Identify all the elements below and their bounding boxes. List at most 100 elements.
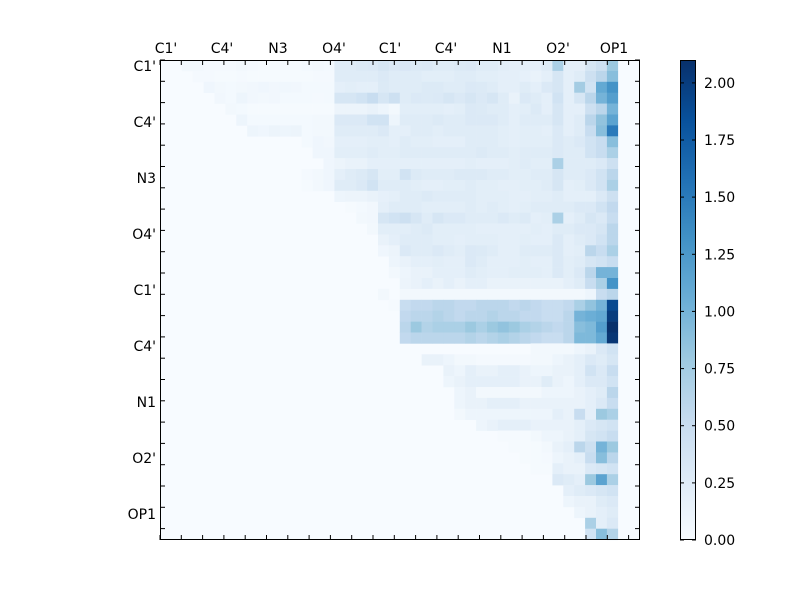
heatmap-cells	[181, 60, 619, 541]
heatmap-cell	[606, 332, 619, 344]
heatmap-cell	[356, 103, 368, 115]
heatmap-cell	[421, 190, 433, 202]
heatmap-cell	[596, 103, 608, 115]
heatmap-cell	[563, 114, 575, 126]
heatmap-cell	[574, 158, 586, 170]
heatmap-cell	[432, 92, 444, 104]
heatmap-cell	[443, 114, 455, 126]
heatmap-cell	[312, 179, 324, 192]
heatmap-cell	[541, 397, 553, 410]
heatmap-cell	[552, 234, 564, 246]
heatmap-cell	[443, 179, 455, 192]
heatmap-cell	[519, 419, 531, 431]
y-tick-label: OP1	[128, 507, 156, 523]
heatmap-cell	[421, 169, 433, 181]
heatmap-cell	[454, 60, 466, 72]
heatmap-cell	[487, 212, 499, 224]
heatmap-cell	[454, 125, 466, 137]
heatmap-cell	[290, 70, 302, 83]
heatmap-cell	[541, 365, 553, 377]
heatmap-cell	[563, 81, 575, 93]
heatmap-cell	[606, 60, 619, 72]
heatmap-cell	[432, 212, 444, 224]
heatmap-cell	[585, 485, 597, 497]
colorbar-frame	[680, 60, 696, 540]
heatmap-cell	[432, 321, 444, 333]
heatmap-cell	[388, 81, 401, 93]
heatmap-cell	[497, 125, 510, 137]
heatmap-cell	[367, 103, 379, 115]
heatmap-cell	[497, 70, 510, 83]
heatmap-cell	[552, 321, 564, 333]
heatmap-cell	[541, 103, 553, 115]
heatmap-cell	[465, 332, 477, 344]
heatmap-cell	[399, 201, 411, 213]
colorbar-tick-label: 1.50	[704, 190, 735, 206]
heatmap-cell	[606, 343, 619, 355]
heatmap-cell	[606, 114, 619, 126]
heatmap-cell	[399, 158, 411, 170]
heatmap-cell	[487, 387, 499, 399]
heatmap-cell	[465, 212, 477, 224]
heatmap-cell	[334, 169, 346, 181]
heatmap-cell	[279, 60, 292, 72]
heatmap-cell	[497, 114, 510, 126]
heatmap-cell	[530, 223, 542, 235]
heatmap-cell	[585, 169, 597, 181]
heatmap-cell	[574, 267, 586, 279]
heatmap-cell	[606, 245, 619, 257]
heatmap-cell	[508, 387, 520, 399]
heatmap-cell	[552, 114, 564, 126]
heatmap-cell	[585, 125, 597, 137]
heatmap-cell	[323, 147, 335, 159]
heatmap-cell	[530, 278, 542, 290]
heatmap-cell	[585, 463, 597, 475]
heatmap-cell	[443, 147, 455, 159]
heatmap-cell	[465, 223, 477, 235]
heatmap-cell	[290, 81, 302, 93]
heatmap-cell	[465, 408, 477, 420]
heatmap-cell	[606, 452, 619, 464]
heatmap-cell	[378, 92, 390, 104]
heatmap-cell	[574, 506, 586, 519]
heatmap-cell	[552, 256, 564, 268]
heatmap-cell	[399, 70, 411, 83]
heatmap-cell	[552, 387, 564, 399]
heatmap-cell	[410, 147, 422, 159]
heatmap-cell	[508, 321, 520, 333]
heatmap-cell	[312, 114, 324, 126]
heatmap-cell	[552, 70, 564, 83]
heatmap-cell	[443, 158, 455, 170]
heatmap-cell	[552, 147, 564, 159]
heatmap-cell	[508, 179, 520, 192]
heatmap-cell	[508, 419, 520, 431]
heatmap-cell	[530, 419, 542, 431]
heatmap-cell	[487, 169, 499, 181]
heatmap-cell	[563, 430, 575, 442]
heatmap-cell	[530, 463, 542, 475]
heatmap-cell	[508, 310, 520, 322]
heatmap-cell	[476, 60, 488, 72]
heatmap-cell	[432, 125, 444, 137]
heatmap-cell	[563, 212, 575, 224]
heatmap-cell	[508, 397, 520, 410]
heatmap-cell	[574, 474, 586, 486]
heatmap-cell	[421, 267, 433, 279]
heatmap-cell	[519, 60, 531, 72]
heatmap-cell	[530, 103, 542, 115]
heatmap-cell	[432, 267, 444, 279]
heatmap-cell	[279, 70, 292, 83]
heatmap-cell	[258, 81, 270, 93]
heatmap-cell	[519, 245, 531, 257]
heatmap-cell	[410, 234, 422, 246]
heatmap-cell	[312, 125, 324, 137]
heatmap-cell	[497, 60, 510, 72]
heatmap-cell	[334, 147, 346, 159]
heatmap-cell	[388, 201, 401, 213]
heatmap-cell	[606, 125, 619, 137]
heatmap-cell	[519, 169, 531, 181]
heatmap-cell	[519, 158, 531, 170]
heatmap-cell	[476, 201, 488, 213]
heatmap-cell	[508, 267, 520, 279]
heatmap-cell	[367, 147, 379, 159]
